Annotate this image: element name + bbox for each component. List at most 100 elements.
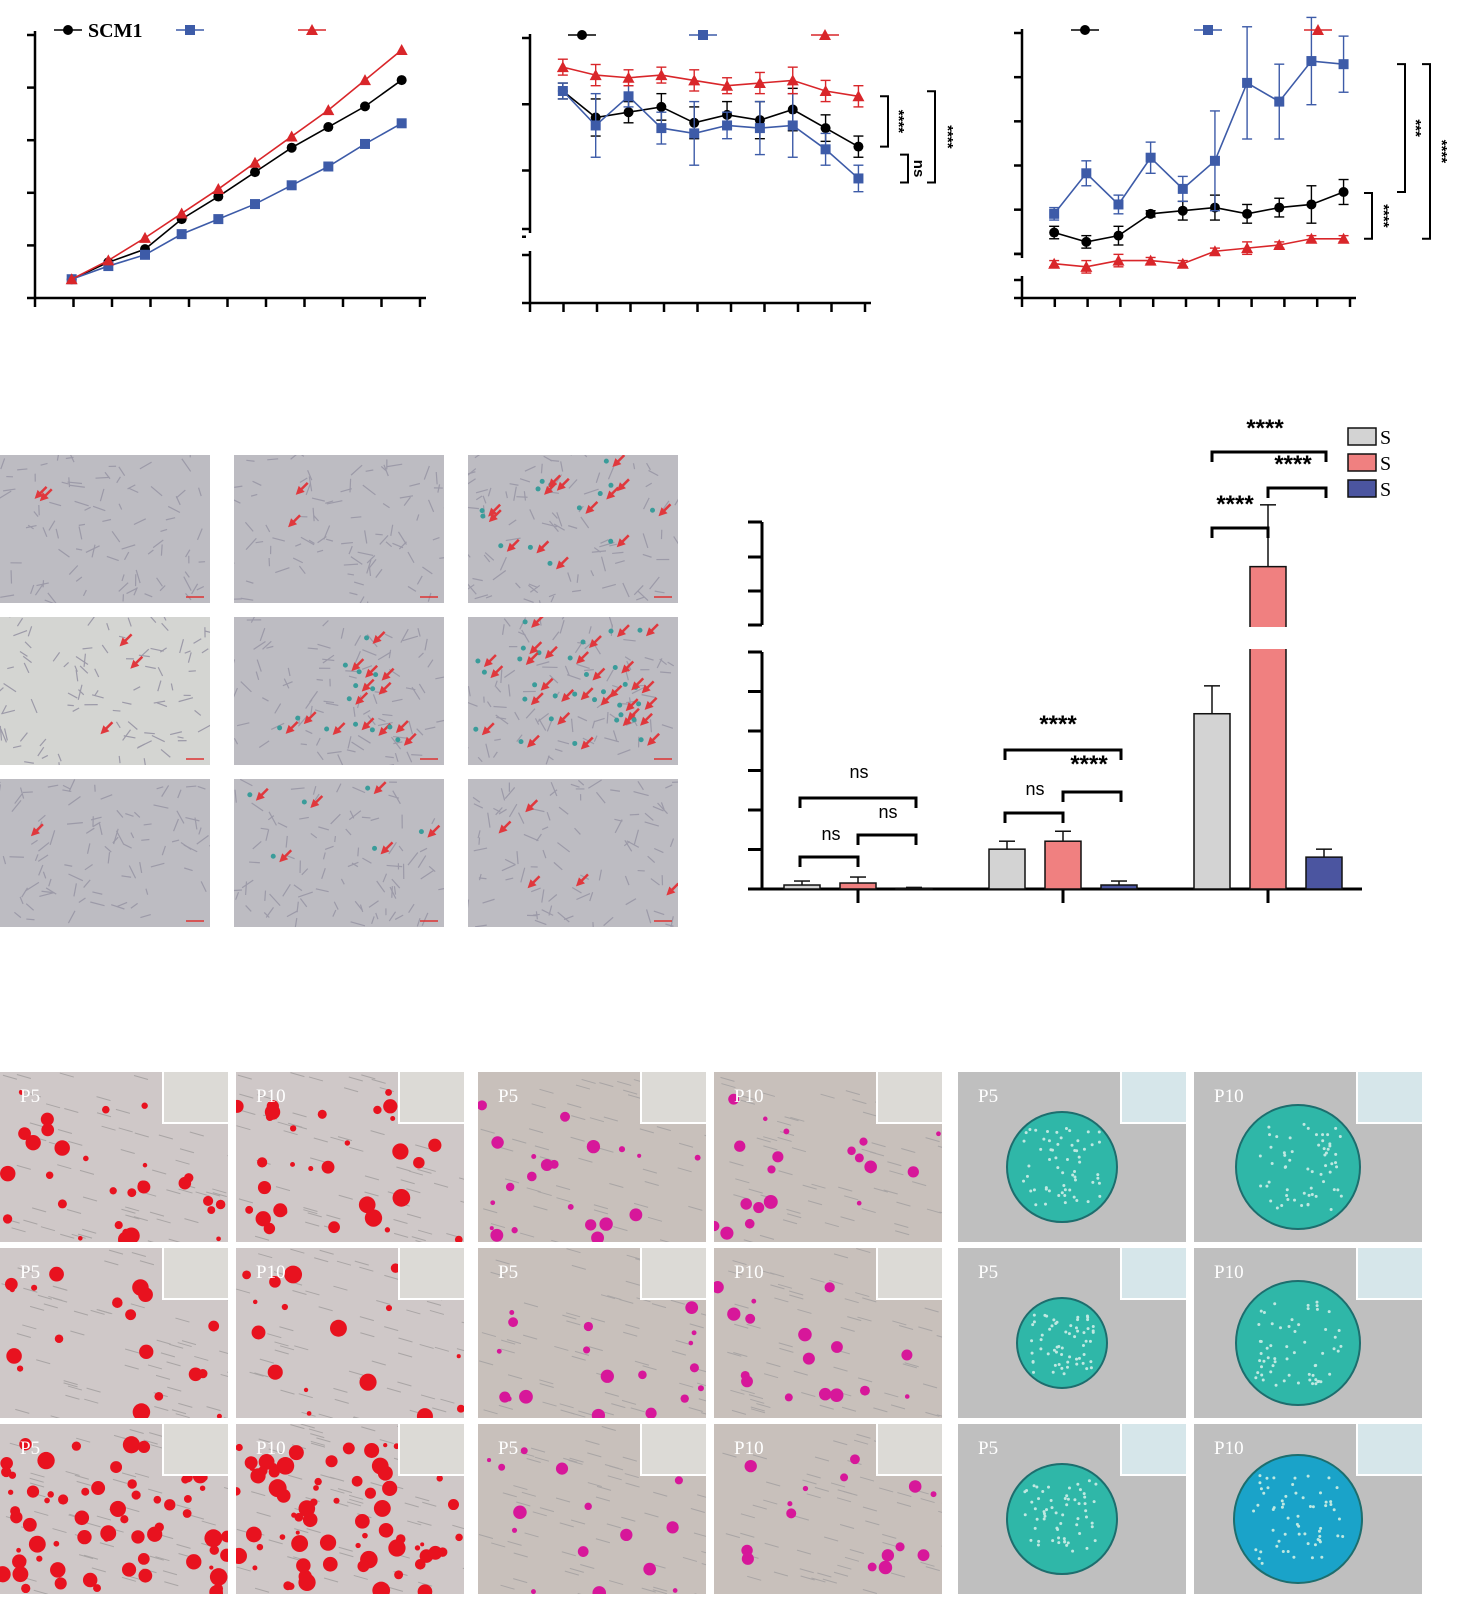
cell-shape	[546, 811, 551, 821]
cell-fiber	[160, 1352, 176, 1358]
data-point	[396, 118, 407, 129]
cell-fiber	[396, 1166, 411, 1172]
stained-nodule	[511, 1527, 518, 1533]
pellet-texture	[1086, 1318, 1090, 1322]
cell-fiber	[678, 1142, 694, 1148]
cell-shape	[495, 686, 502, 693]
pellet-texture	[1059, 1522, 1063, 1526]
cell-fiber	[483, 1208, 498, 1214]
cell-fiber	[539, 1379, 554, 1385]
pellet-texture	[1075, 1362, 1079, 1366]
significance-bracket	[1210, 526, 1270, 538]
cell-fiber	[833, 1366, 848, 1372]
cell-fiber	[329, 1476, 345, 1482]
differentiation-photo: P10	[236, 1072, 464, 1242]
cell-fiber	[554, 1345, 569, 1351]
pellet-texture	[1259, 1184, 1263, 1188]
pellet-texture	[1082, 1147, 1086, 1151]
pellet-texture	[1086, 1327, 1090, 1331]
cell-texture	[468, 617, 675, 765]
pellet-texture	[1025, 1174, 1029, 1178]
arrow-marker	[626, 713, 636, 723]
data-point	[1242, 208, 1253, 219]
passage-label: P10	[734, 1438, 764, 1459]
cell-shape	[368, 567, 372, 576]
cell-fiber	[314, 1257, 329, 1263]
cell-shape	[557, 842, 571, 853]
stained-cell	[372, 845, 378, 851]
cell-fiber	[112, 1478, 128, 1484]
cell-texture	[234, 617, 444, 765]
cell-fiber	[521, 1491, 536, 1497]
cell-fiber	[623, 1331, 638, 1337]
cell-shape	[239, 779, 253, 787]
cell-fiber	[353, 1416, 360, 1418]
pellet-texture	[1310, 1556, 1314, 1560]
stained-nodule	[428, 1545, 443, 1560]
data-point	[1312, 24, 1324, 35]
pellet-texture	[1315, 1304, 1319, 1308]
cell-fiber	[740, 1513, 756, 1519]
legend-label: S	[1380, 479, 1391, 501]
stained-nodule	[895, 1542, 905, 1552]
data-point	[819, 29, 831, 40]
cell-fiber	[776, 1120, 792, 1126]
cell-shape	[417, 628, 421, 637]
stained-nodule	[901, 1349, 913, 1361]
data-point	[820, 123, 831, 134]
cell-shape	[25, 881, 40, 892]
cell-fiber	[156, 1339, 171, 1345]
arrow-marker	[621, 664, 631, 674]
cell-fiber	[836, 1497, 852, 1503]
pellet-texture	[1078, 1532, 1082, 1536]
cell-shape	[427, 659, 434, 668]
cell-fiber	[101, 1125, 116, 1131]
cell-shape	[473, 803, 484, 809]
stained-nodule	[18, 1556, 27, 1565]
cell-shape	[23, 662, 30, 674]
cell-shape	[549, 789, 558, 796]
cell-shape	[606, 669, 614, 682]
cell-fiber	[310, 1157, 325, 1163]
cell-fiber	[23, 1287, 38, 1293]
cell-fiber	[609, 1183, 624, 1188]
significance-label: ****	[1216, 491, 1254, 518]
cell-shape	[370, 817, 380, 822]
pellet-texture	[1306, 1474, 1310, 1478]
cell-fiber	[175, 1413, 190, 1418]
cell-fiber	[499, 1146, 514, 1152]
cell-shape	[115, 830, 125, 845]
cell-shape	[40, 462, 48, 466]
cell-fiber	[349, 1494, 364, 1500]
cell-shape	[508, 519, 517, 526]
cell-shape	[359, 904, 364, 913]
cell-shape	[357, 551, 374, 557]
pellet-texture	[1022, 1139, 1026, 1143]
pellet-texture	[1261, 1378, 1265, 1382]
cell-fiber	[539, 1382, 554, 1388]
cell-shape	[98, 823, 103, 836]
cell-fiber	[599, 1147, 614, 1153]
arrow-marker	[625, 702, 635, 712]
arrow-marker	[407, 732, 417, 742]
pellet-texture	[1265, 1184, 1269, 1188]
stained-cell	[547, 560, 553, 566]
stained-nodule	[283, 1581, 293, 1591]
cell-shape	[642, 533, 649, 549]
cell-shape	[472, 796, 481, 803]
micrograph-panel	[468, 617, 678, 765]
cell-shape	[84, 506, 91, 511]
differentiation-photo: P5	[958, 1248, 1186, 1418]
cell-shape	[667, 661, 675, 667]
stained-nodule	[328, 1221, 340, 1234]
pellet-texture	[1054, 1350, 1058, 1354]
control-inset	[398, 1248, 464, 1300]
data-point	[622, 71, 635, 83]
cell-fiber	[70, 1330, 85, 1336]
stain-texture	[236, 1424, 464, 1594]
cell-shape	[27, 626, 33, 637]
pellet-texture	[1065, 1543, 1069, 1547]
arrow-marker	[365, 717, 375, 727]
stained-nodule	[252, 1565, 258, 1571]
pellet-texture	[1339, 1344, 1343, 1348]
